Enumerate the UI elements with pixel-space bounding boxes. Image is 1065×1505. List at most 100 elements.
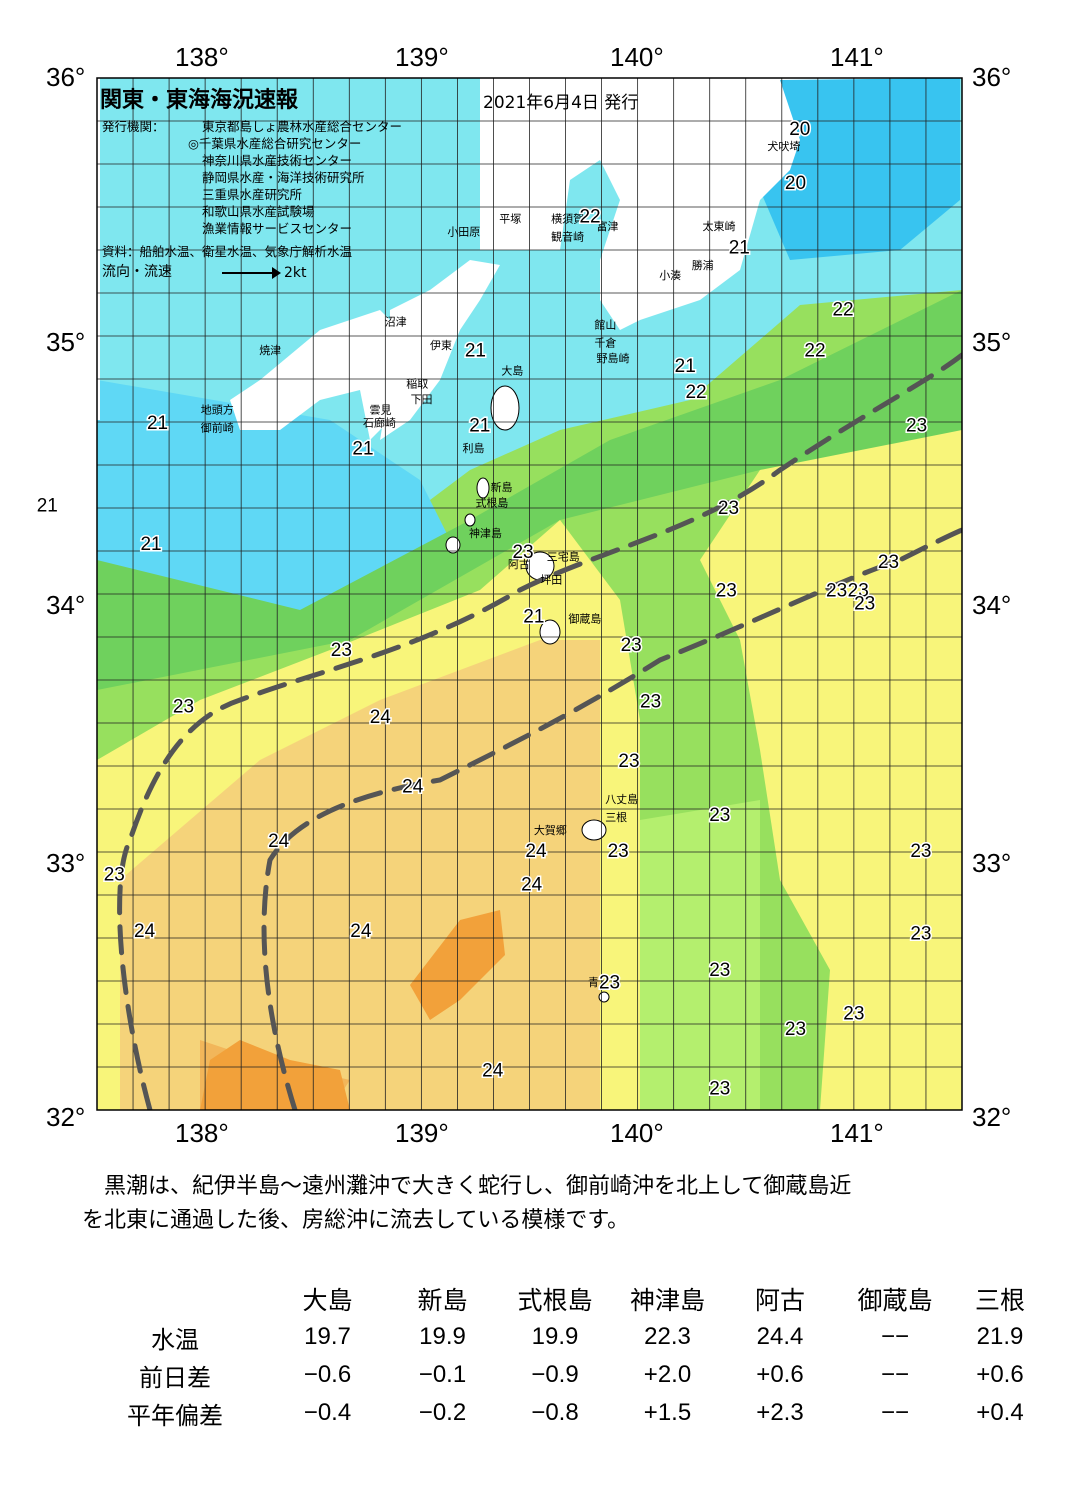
sst-zone-20	[97, 380, 460, 610]
lat-label: 35°	[972, 327, 1012, 357]
place-label: 新島	[491, 480, 513, 494]
temperature-label: 22	[685, 382, 706, 403]
corner-cell	[80, 1280, 270, 1318]
kuroshio-north-edge	[117, 352, 962, 1110]
table-row: 前日差 −0.6 −0.1 −0.9 +2.0 +0.6 −− +0.6	[80, 1356, 1045, 1394]
lat-label: 33°	[972, 848, 1012, 878]
lat-label: 32°	[972, 1102, 1012, 1132]
temperature-label: 23	[709, 805, 730, 826]
temperature-label: 24	[134, 921, 156, 942]
island	[490, 385, 520, 431]
temperature-label: 23	[826, 581, 847, 602]
table-cell: +2.0	[643, 1361, 692, 1388]
place-label: 三根	[605, 810, 627, 824]
lon-label: 138°	[175, 42, 229, 72]
island	[539, 619, 561, 645]
sst-zone-23-green	[640, 800, 760, 1110]
temperature-label: 24	[268, 831, 290, 852]
table-cell: +1.5	[643, 1399, 692, 1426]
temperature-label: 24	[482, 1060, 504, 1081]
temperature-label: 21	[469, 415, 490, 436]
temperature-label: 21	[465, 341, 486, 362]
sst-zone-23-east	[700, 430, 962, 1110]
place-label: 横須賀	[551, 211, 584, 225]
legend-scale: 2kt	[284, 265, 307, 281]
temperature-label: 21	[352, 439, 373, 460]
temperature-label: 23	[878, 552, 899, 573]
table-cell: −0.6	[303, 1361, 352, 1388]
lat-label: 32°	[46, 1102, 86, 1132]
place-label: 犬吠埼	[767, 139, 800, 153]
temperature-label: 21	[675, 356, 696, 377]
temperature-label: 24	[521, 875, 543, 896]
place-label: 三宅島	[547, 549, 580, 563]
table-cell: −−	[880, 1323, 910, 1350]
place-label: 館山	[594, 317, 616, 331]
issue-date: 2021年6月4日 発行	[483, 93, 639, 113]
table-cell: −−	[880, 1361, 910, 1388]
place-label: 大賀郷	[534, 823, 567, 837]
temperature-label: 23	[608, 841, 629, 862]
place-label: 大島	[501, 364, 523, 378]
lat-label: 35°	[46, 327, 86, 357]
place-label: 雲見	[369, 403, 391, 416]
description-line: 黒潮は、紀伊半島～遠州灘沖で大きく蛇行し、御前崎沖を北上して御蔵島近	[82, 1174, 852, 1199]
place-label: 八丈島	[605, 792, 638, 806]
table-cell: +0.6	[976, 1361, 1024, 1388]
place-label: 神津島	[469, 526, 502, 540]
station-header: 三根	[974, 1287, 1025, 1315]
table-header-row: 大島 新島 式根島 神津島 阿古 御蔵島 三根	[80, 1280, 1045, 1318]
temperature-label: 23	[173, 697, 194, 718]
place-label: 御蔵島	[568, 611, 601, 625]
place-label: 平塚	[499, 212, 521, 225]
table-cell: −−	[880, 1399, 910, 1426]
station-header: 神津島	[629, 1287, 705, 1315]
land-izu-west	[230, 310, 400, 440]
lat-label: 34°	[46, 590, 86, 620]
table-cell: +2.3	[756, 1399, 804, 1426]
table-cell: 22.3	[644, 1323, 691, 1350]
temperature-label: 23	[716, 581, 737, 602]
place-label: 下田	[411, 393, 433, 406]
lat-label: 36°	[46, 62, 86, 92]
station-header: 御蔵島	[857, 1287, 933, 1315]
publisher: 東京都島しょ農林水産総合センター	[202, 119, 403, 134]
table-row: 平年偏差 −0.4 −0.2 −0.8 +1.5 +2.3 −− +0.4	[80, 1394, 1045, 1432]
temperature-label: 20	[785, 173, 806, 194]
lon-label: 140°	[610, 42, 664, 72]
place-label: 稲取	[406, 378, 428, 391]
lon-label: 138°	[175, 1118, 229, 1148]
temperature-label: 23	[785, 1019, 806, 1040]
temperature-label: 24	[350, 921, 372, 942]
description: 黒潮は、紀伊半島～遠州灘沖で大きく蛇行し、御前崎沖を北上して御蔵島近 を北東に通…	[82, 1170, 1042, 1238]
place-label: 坪田	[540, 574, 562, 587]
table-cell: +0.6	[756, 1361, 804, 1388]
temperature-label: 23	[848, 581, 869, 602]
temperature-label: 23	[512, 542, 533, 563]
place-label: 富津	[597, 219, 619, 233]
island	[581, 819, 607, 841]
table-cell: −0.4	[303, 1399, 352, 1426]
island	[445, 536, 461, 554]
temperature-label: 23	[910, 841, 931, 862]
publisher: 漁業情報サービスセンター	[202, 221, 353, 236]
temperature-label: 23	[709, 960, 730, 981]
place-label: 小田原	[447, 225, 480, 238]
place-label: 阿古	[508, 558, 530, 571]
station-header: 式根島	[517, 1287, 593, 1315]
temperature-label: 20	[789, 119, 810, 140]
temperature-label: 23	[709, 1079, 730, 1100]
place-label: 沼津	[385, 315, 407, 329]
temperature-label: 23	[599, 973, 620, 994]
temperature-label: 23	[640, 692, 661, 713]
row-label: 平年偏差	[127, 1402, 223, 1430]
island	[476, 477, 490, 499]
place-label: 石廊崎	[363, 415, 396, 429]
row-label: 水温	[151, 1326, 199, 1354]
description-line: を北東に通過した後、房総沖に流去している模様です。	[82, 1208, 630, 1233]
table-cell: 21.9	[976, 1323, 1024, 1350]
table-cell: 24.4	[756, 1323, 804, 1350]
temperature-label: 21	[147, 413, 168, 434]
lon-label: 141°	[830, 42, 884, 72]
